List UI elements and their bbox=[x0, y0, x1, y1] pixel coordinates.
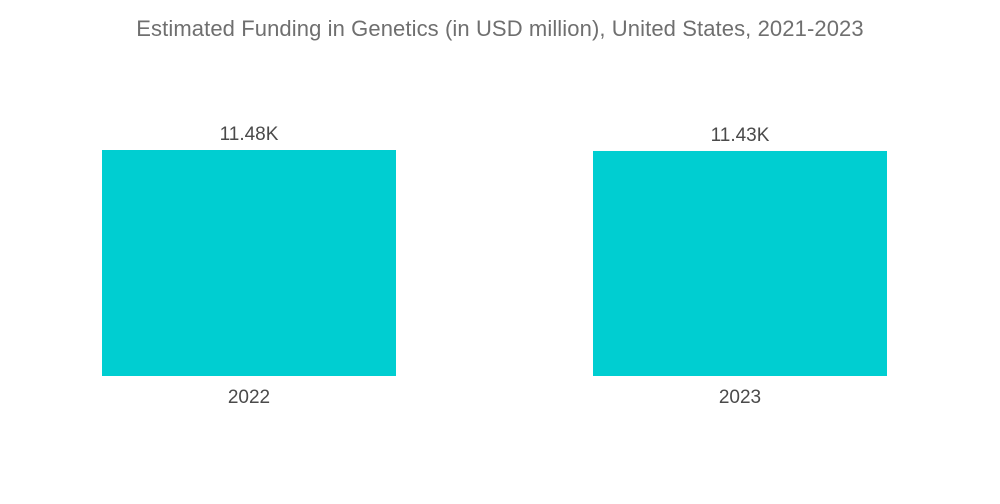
chart-title: Estimated Funding in Genetics (in USD mi… bbox=[136, 16, 864, 41]
bar-value-label-2023: 11.43K bbox=[711, 125, 770, 146]
bar-2023 bbox=[593, 150, 887, 376]
x-tick-label-2022: 2022 bbox=[228, 387, 270, 408]
bar-2022 bbox=[102, 150, 396, 376]
x-tick-label-2023: 2023 bbox=[719, 387, 761, 408]
bar-value-label-2022: 11.48K bbox=[220, 124, 279, 145]
